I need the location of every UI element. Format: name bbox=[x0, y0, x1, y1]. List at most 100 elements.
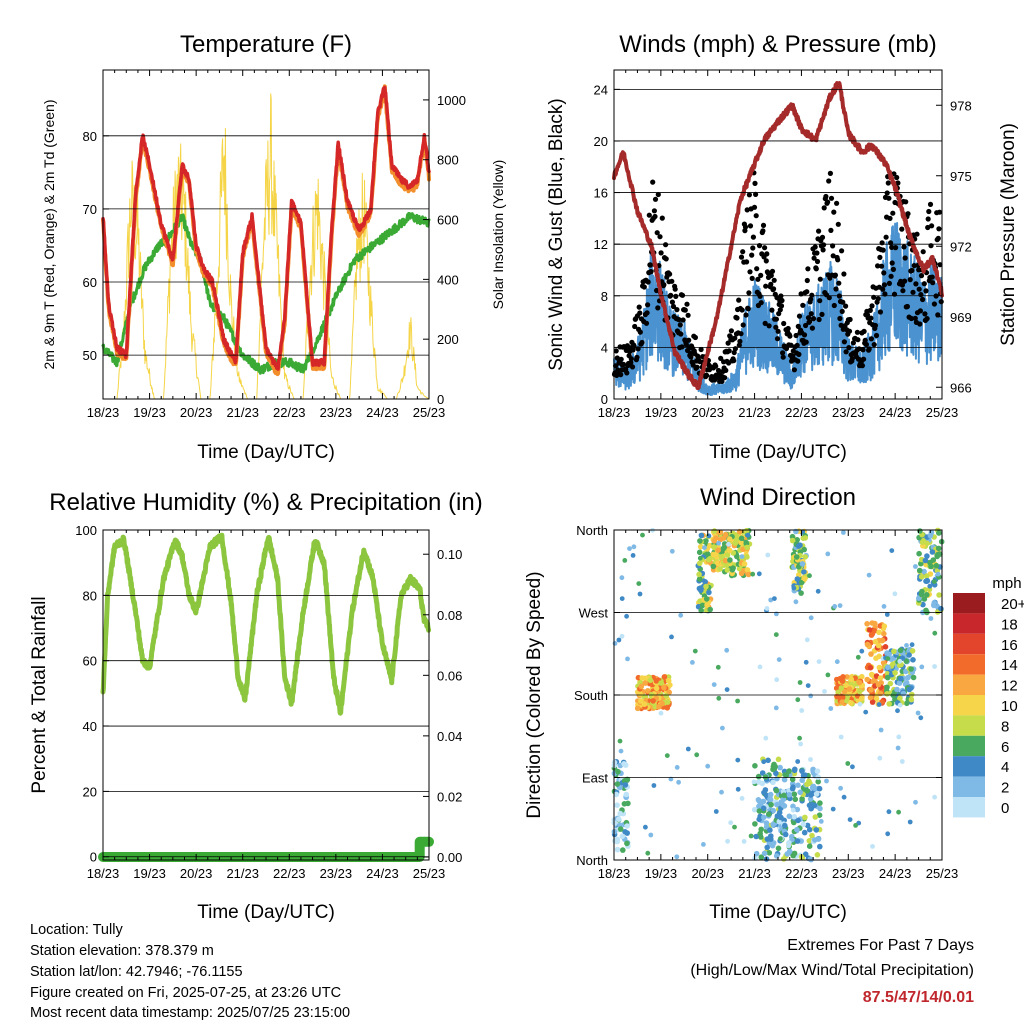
direction-point bbox=[792, 796, 799, 803]
direction-point bbox=[910, 657, 916, 663]
gust-point bbox=[809, 292, 815, 298]
direction-point bbox=[752, 821, 758, 827]
direction-point bbox=[921, 568, 927, 575]
gust-point bbox=[758, 300, 764, 306]
x-tick-label: 25/23 bbox=[926, 866, 959, 881]
direction-point bbox=[726, 541, 731, 547]
direction-point bbox=[825, 672, 831, 678]
gust-point bbox=[719, 378, 725, 384]
direction-point bbox=[909, 642, 915, 648]
y2-tick-label: 978 bbox=[950, 98, 972, 113]
gust-point bbox=[663, 242, 669, 248]
direction-point bbox=[734, 553, 740, 560]
direction-point bbox=[690, 660, 695, 665]
direction-point bbox=[800, 821, 807, 828]
x-tick-label: 19/23 bbox=[133, 866, 166, 881]
direction-point bbox=[665, 677, 672, 684]
direction-point bbox=[806, 838, 813, 844]
direction-point bbox=[622, 782, 629, 788]
gust-point bbox=[624, 370, 630, 376]
direction-point bbox=[674, 765, 680, 770]
direction-point bbox=[758, 826, 764, 833]
gust-point bbox=[836, 280, 842, 286]
gust-point bbox=[746, 290, 752, 296]
direction-point bbox=[753, 850, 760, 857]
gust-point bbox=[773, 316, 780, 322]
gust-point bbox=[740, 249, 746, 255]
direction-point bbox=[916, 550, 922, 557]
gust-point bbox=[810, 316, 817, 322]
y-tick-label: West bbox=[579, 606, 609, 621]
direction-point bbox=[674, 854, 680, 860]
direction-point bbox=[930, 557, 937, 563]
direction-point bbox=[915, 710, 921, 716]
direction-point bbox=[791, 791, 798, 797]
direction-point bbox=[923, 573, 930, 579]
gust-point bbox=[780, 354, 786, 360]
direction-point bbox=[696, 549, 703, 556]
direction-point bbox=[786, 843, 791, 849]
direction-point bbox=[830, 806, 836, 812]
direction-point bbox=[752, 763, 758, 769]
direction-point bbox=[838, 685, 845, 691]
direction-point bbox=[781, 792, 787, 799]
gust-point bbox=[728, 328, 735, 334]
direction-point bbox=[791, 767, 798, 774]
direction-point bbox=[795, 697, 801, 703]
direction-point bbox=[793, 599, 799, 605]
gust-point bbox=[843, 303, 849, 309]
gust-point bbox=[746, 192, 753, 198]
y2-tick-label: 0.06 bbox=[437, 668, 462, 683]
gust-point bbox=[885, 180, 891, 186]
gust-point bbox=[747, 269, 753, 275]
direction-point bbox=[773, 787, 780, 794]
direction-point bbox=[756, 808, 763, 814]
gust-point bbox=[743, 312, 749, 318]
direction-point bbox=[804, 781, 810, 788]
x-tick-label: 23/23 bbox=[320, 866, 353, 881]
direction-point bbox=[794, 537, 800, 543]
gust-point bbox=[847, 316, 853, 323]
gust-point bbox=[882, 291, 888, 297]
direction-point bbox=[870, 844, 875, 849]
direction-point bbox=[810, 783, 817, 790]
direction-point bbox=[797, 789, 803, 796]
gust-point bbox=[647, 262, 654, 268]
direction-point bbox=[707, 606, 713, 613]
gust-point bbox=[938, 299, 944, 305]
gust-point bbox=[750, 245, 756, 251]
gust-point bbox=[835, 221, 841, 227]
direction-point bbox=[793, 554, 800, 560]
direction-point bbox=[892, 591, 898, 597]
x-tick-label: 21/23 bbox=[738, 866, 771, 881]
direction-point bbox=[664, 753, 670, 758]
gust-point bbox=[917, 321, 923, 327]
direction-point bbox=[782, 772, 787, 778]
direction-point bbox=[875, 642, 882, 649]
gust-point bbox=[764, 251, 770, 257]
gust-point bbox=[808, 296, 814, 302]
direction-point bbox=[894, 686, 900, 693]
gust-point bbox=[879, 240, 885, 246]
gust-point bbox=[808, 311, 814, 317]
legend-label: 8 bbox=[1001, 718, 1009, 735]
gust-point bbox=[809, 325, 816, 331]
gust-point bbox=[921, 281, 927, 287]
gust-point bbox=[805, 315, 812, 321]
gust-point bbox=[661, 282, 667, 288]
direction-point bbox=[908, 696, 915, 703]
direction-point bbox=[813, 827, 820, 833]
direction-point bbox=[808, 792, 814, 798]
gust-point bbox=[889, 260, 895, 266]
y-tick-label: North bbox=[576, 853, 608, 868]
gust-point bbox=[837, 315, 843, 322]
direction-point bbox=[647, 677, 654, 684]
gust-point bbox=[827, 170, 834, 176]
gust-point bbox=[618, 356, 624, 362]
direction-point bbox=[838, 734, 844, 740]
direction-point bbox=[735, 757, 741, 763]
direction-point bbox=[799, 777, 805, 784]
direction-point bbox=[889, 548, 895, 553]
gust-point bbox=[794, 342, 800, 348]
direction-point bbox=[765, 552, 771, 558]
